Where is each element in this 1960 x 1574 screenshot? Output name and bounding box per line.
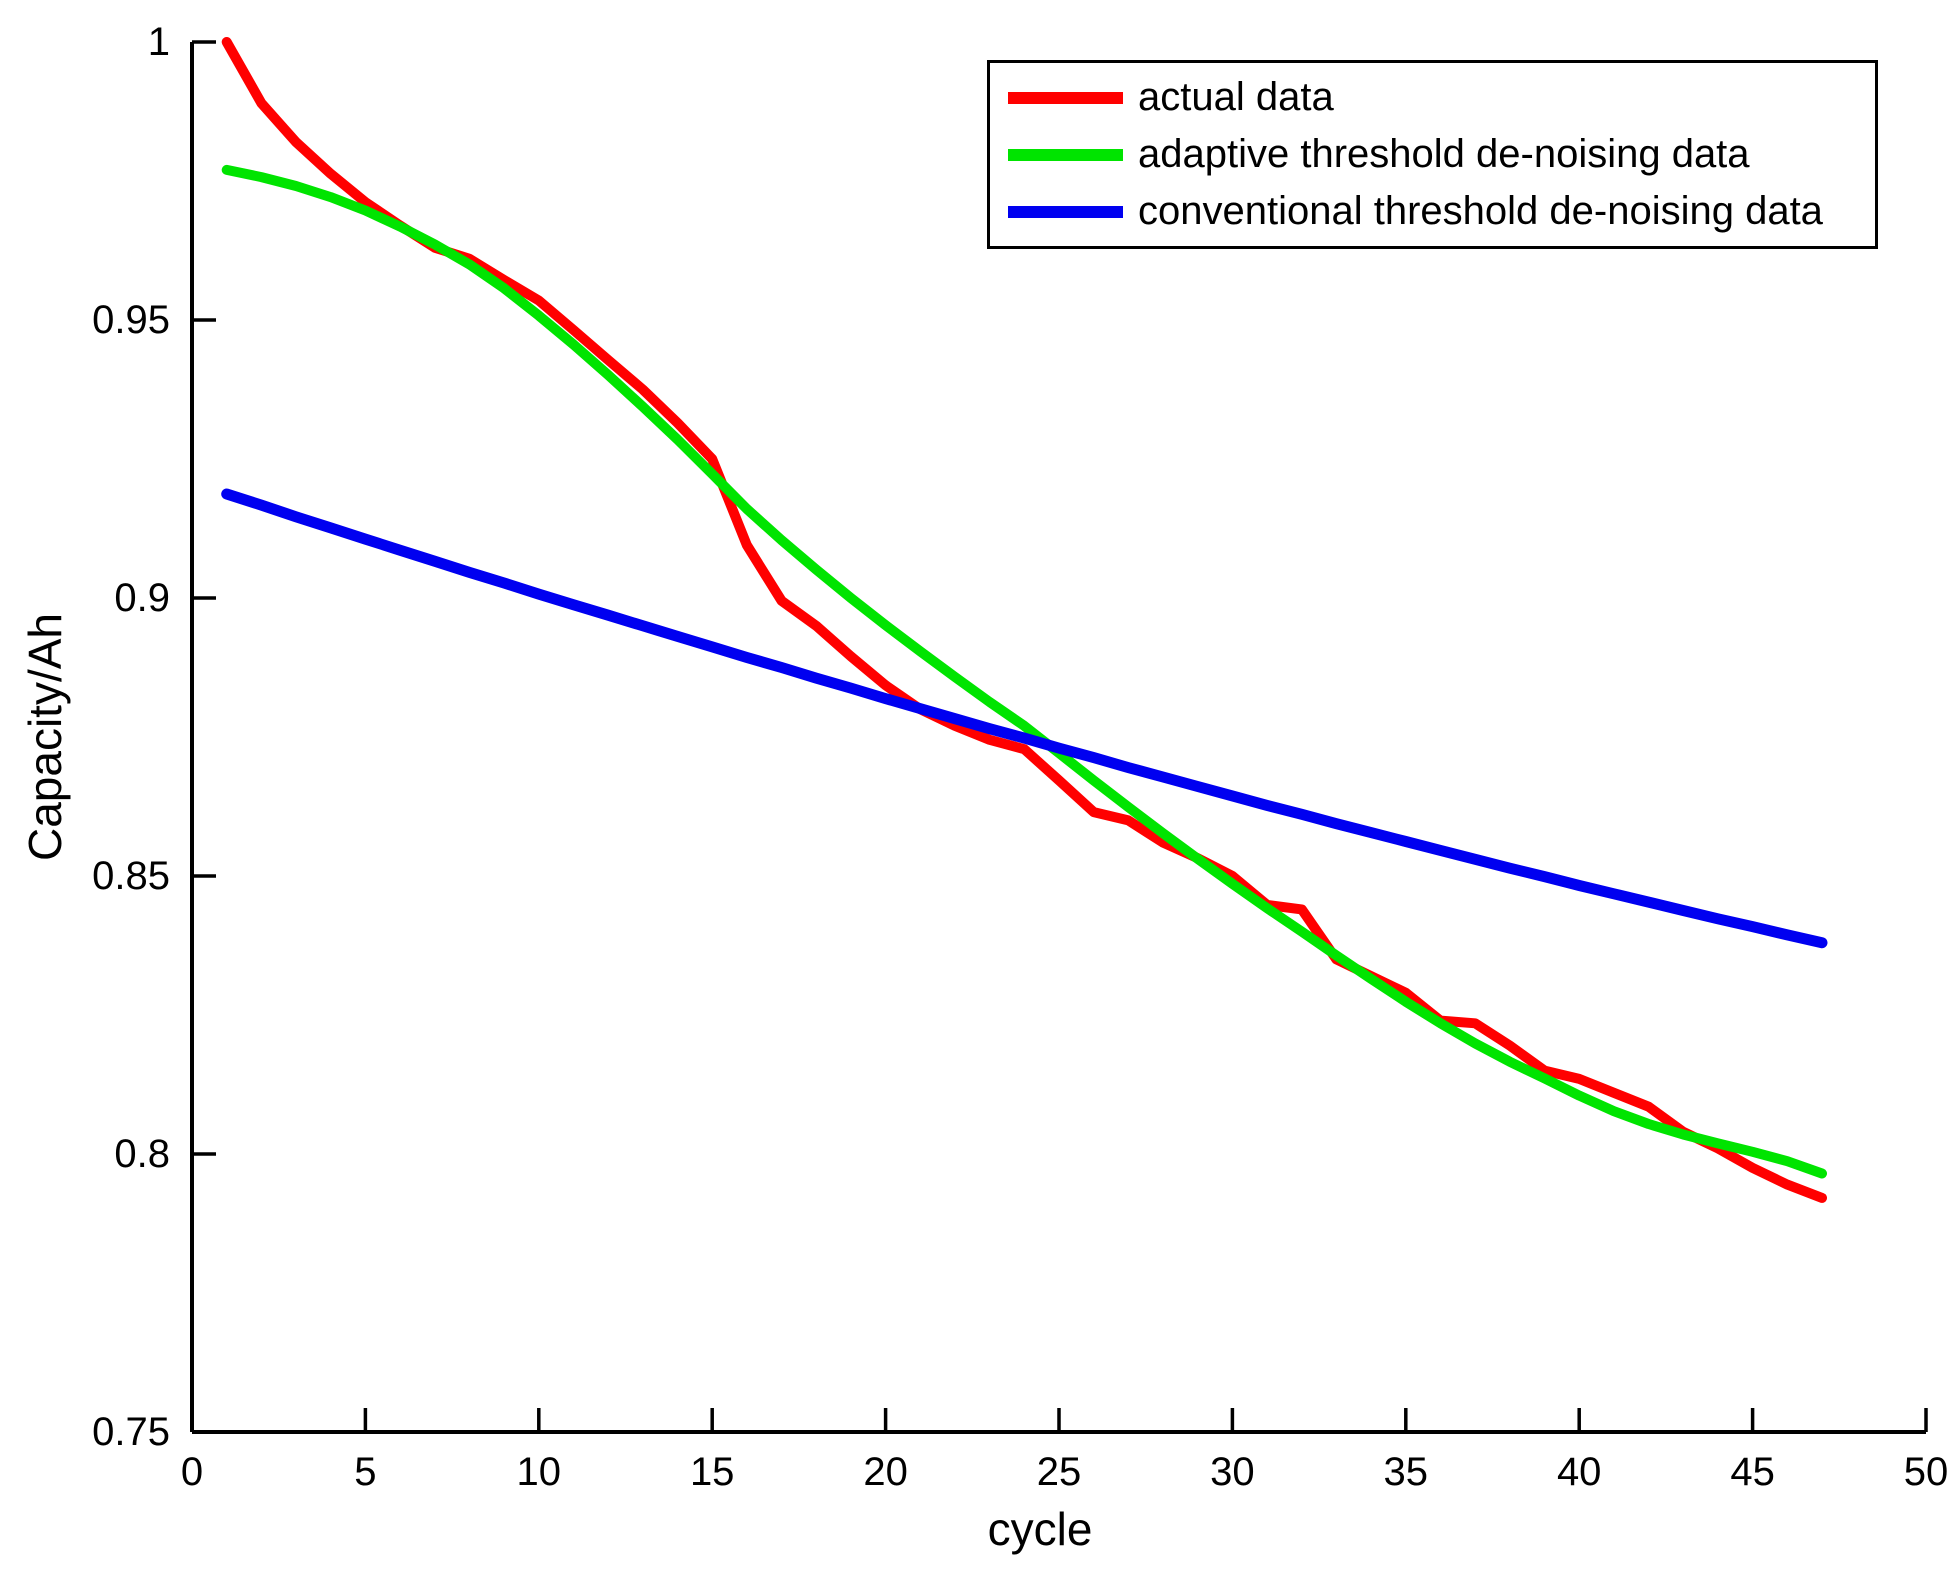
x-tick-label: 50 bbox=[1903, 1450, 1949, 1494]
x-tick-label: 15 bbox=[689, 1450, 735, 1494]
legend-item: conventional threshold de-noising data bbox=[990, 189, 1875, 234]
legend-label: adaptive threshold de-noising data bbox=[1138, 132, 1750, 176]
x-tick-label: 5 bbox=[354, 1450, 377, 1494]
legend-label: actual data bbox=[1138, 75, 1334, 119]
axes bbox=[190, 40, 1928, 1434]
series-line-conventional-threshold-de-noising-data bbox=[221, 488, 1828, 949]
y-axis-label: Capacity/Ah bbox=[19, 612, 71, 862]
x-tick-label: 35 bbox=[1383, 1450, 1429, 1494]
series-line-actual-data bbox=[221, 37, 1827, 1203]
legend-item: adaptive threshold de-noising data bbox=[990, 132, 1875, 177]
y-tick-label: 1 bbox=[147, 20, 170, 64]
legend-line-swatch bbox=[1008, 148, 1123, 161]
curves bbox=[221, 37, 1828, 1203]
x-tick-label: 45 bbox=[1730, 1450, 1775, 1494]
x-tick-label: 25 bbox=[1036, 1450, 1082, 1494]
y-tick-label: 0.85 bbox=[92, 854, 170, 898]
x-tick-label: 20 bbox=[863, 1450, 908, 1494]
x-tick-label: 40 bbox=[1556, 1450, 1602, 1494]
x-tick-label: 10 bbox=[516, 1450, 562, 1494]
x-tick-label: 0 bbox=[180, 1450, 204, 1494]
legend-item: actual data bbox=[990, 75, 1875, 120]
y-tick-label: 0.9 bbox=[114, 576, 170, 620]
y-tick-label: 0.75 bbox=[92, 1410, 170, 1454]
series-line-adaptive-threshold-de-noising-data bbox=[221, 164, 1827, 1179]
legend-line-swatch bbox=[1008, 205, 1123, 218]
x-axis-label: cycle bbox=[987, 1503, 1093, 1555]
x-tick-label: 30 bbox=[1210, 1450, 1255, 1494]
legend-line-swatch bbox=[1008, 91, 1123, 104]
y-tick-label: 0.95 bbox=[92, 298, 170, 342]
legend-label: conventional threshold de-noising data bbox=[1138, 189, 1823, 233]
legend: actual data adaptive threshold de-noising… bbox=[987, 60, 1878, 249]
y-tick-label: 0.8 bbox=[114, 1132, 170, 1176]
